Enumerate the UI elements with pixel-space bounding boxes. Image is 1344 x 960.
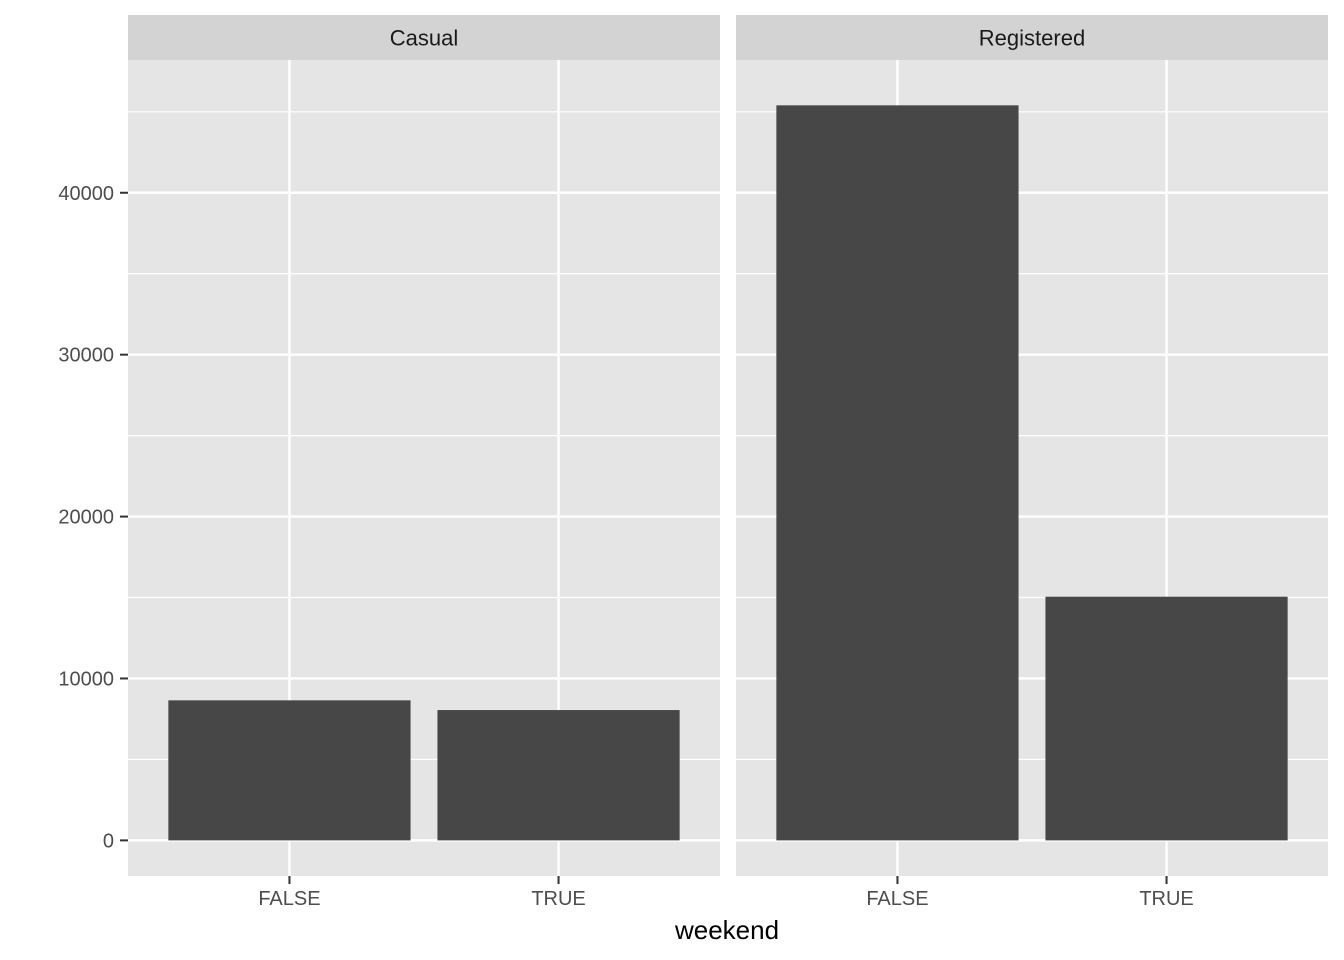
y-tick-label: 0 — [103, 830, 114, 852]
x-tick-label: FALSE — [866, 888, 928, 910]
facet-strip — [128, 15, 720, 60]
y-tick-label: 40000 — [58, 183, 114, 205]
bar-casual-true — [437, 710, 680, 841]
facet-strip-label: Casual — [390, 26, 458, 51]
y-axis: 0 10000 20000 30000 40000 — [58, 183, 128, 852]
bar-registered-true — [1045, 596, 1288, 841]
facet-panel-registered: Registered FALSE TRUE — [736, 15, 1328, 910]
x-tick-label: TRUE — [531, 888, 585, 910]
y-tick-label: 10000 — [58, 668, 114, 690]
facet-panel-casual: Casual FALSE TRUE — [128, 15, 720, 910]
facet-strip — [736, 15, 1328, 60]
x-axis-title: weekend — [674, 915, 779, 945]
y-tick-label: 30000 — [58, 345, 114, 367]
facet-strip-label: Registered — [979, 26, 1085, 51]
y-tick-label: 20000 — [58, 507, 114, 529]
facet-panels: Casual FALSE TRUE Registered FALSE TRUE — [128, 15, 1328, 910]
bar-casual-false — [168, 700, 411, 841]
bar-registered-false — [776, 105, 1019, 841]
x-tick-label: FALSE — [258, 888, 320, 910]
x-tick-label: TRUE — [1139, 888, 1193, 910]
